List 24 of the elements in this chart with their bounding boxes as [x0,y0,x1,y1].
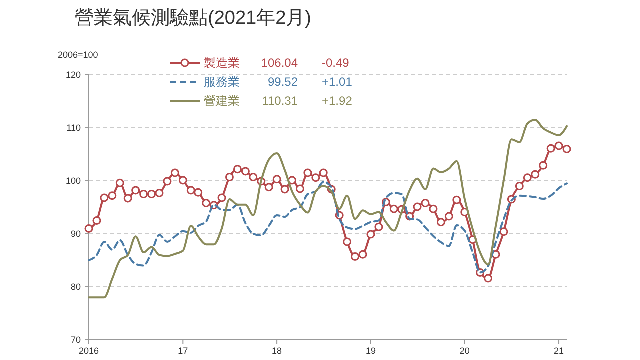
x-tick-label: 18 [272,346,282,356]
chart-title: 營業氣候測驗點(2021年2月) [75,8,312,29]
y-tick-label: 80 [70,282,81,292]
x-tick-label: 19 [366,346,376,356]
legend-label: 營建業 [204,94,240,108]
text: -0.49 [322,56,350,70]
annotation: +1.01 [322,75,353,90]
y-axis-title: 2006=100 [58,50,98,60]
x-tick-label: 2016 [78,346,100,356]
y-tick-label: 70 [70,335,81,346]
annotation: 99.52 [268,75,298,90]
y-tick-label: 110 [66,123,81,134]
x-tick-label: 17 [178,346,188,356]
annotation: +1.92 [322,94,353,108]
y-tick-label: 90 [70,229,81,240]
annotation: 110.31 [262,94,298,108]
line-series [88,119,568,299]
legend-label: 製造業 [204,56,240,70]
y-tick-label: 120 [66,70,81,80]
x-tick-label: 20 [460,346,470,356]
legend-label: 服務業 [204,75,240,90]
text: 106.04 [261,56,298,70]
x-tick-label: 21 [554,346,564,356]
y-tick-label: 100 [66,176,81,186]
